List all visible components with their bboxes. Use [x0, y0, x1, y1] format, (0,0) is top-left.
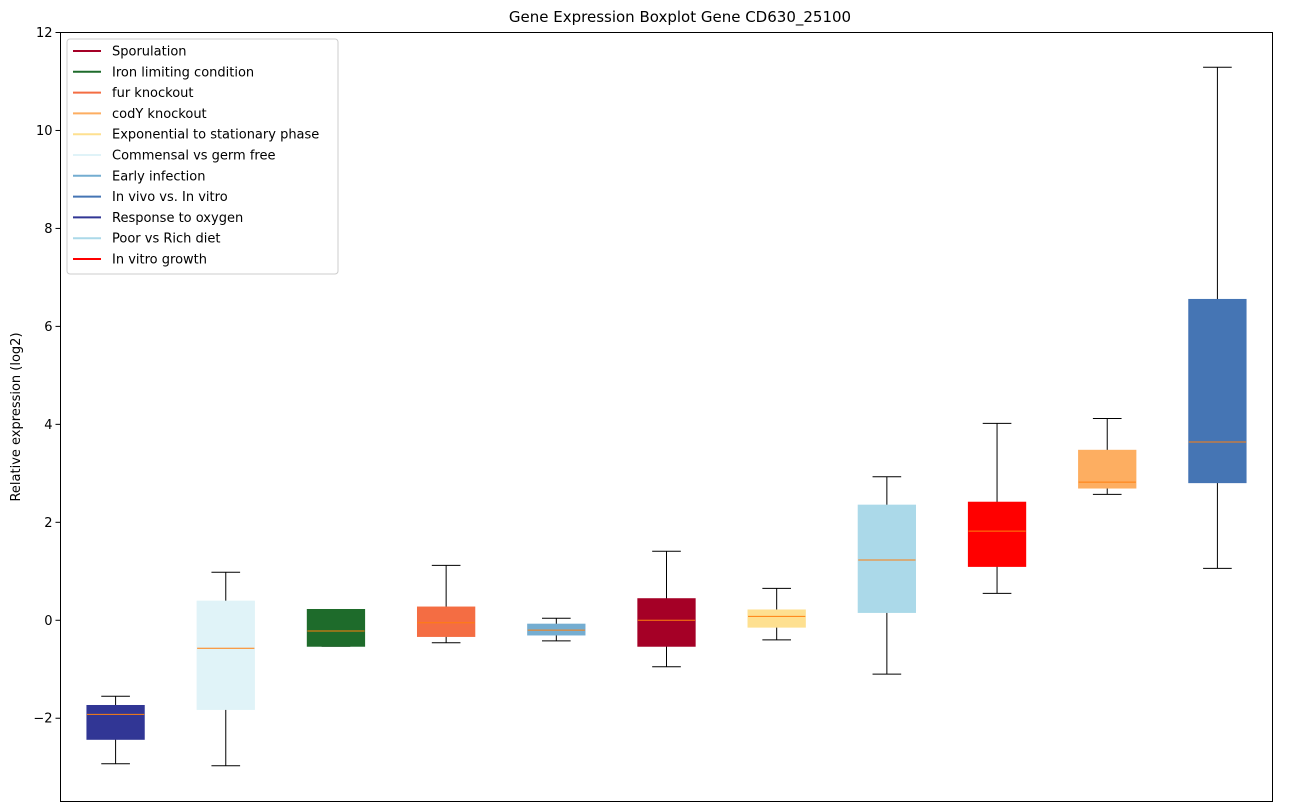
box-7: [747, 587, 806, 641]
box-3: [306, 608, 366, 647]
legend-label: In vivo vs. In vitro: [112, 190, 228, 205]
axis-layer: −2 0 2 4 6 8 10 12: [33, 26, 61, 727]
y-tick-label: 12: [36, 26, 53, 41]
legend-entry: fur knockout: [73, 86, 194, 101]
y-tick-label: 10: [36, 124, 53, 139]
legend-label: Exponential to stationary phase: [112, 128, 319, 143]
box-5: [527, 617, 586, 642]
legend-entry: Iron limiting condition: [73, 65, 254, 80]
legend-entry: codY knockout: [73, 107, 207, 122]
legend-entry: Commensal vs germ free: [73, 149, 275, 164]
chart-title: Gene Expression Boxplot Gene CD630_25100: [509, 8, 851, 27]
box-2: [196, 571, 255, 767]
box-body: [967, 501, 1027, 567]
legend-label: Poor vs Rich diet: [112, 232, 220, 247]
box-body: [637, 598, 696, 647]
legend-entry: Response to oxygen: [73, 211, 243, 226]
legend-entry: Exponential to stationary phase: [73, 128, 319, 143]
box-4: [416, 564, 476, 644]
plot-frame: [60, 32, 1273, 802]
y-axis-label: Relative expression (log2): [9, 332, 24, 501]
box-body: [196, 600, 255, 710]
legend-entry: Sporulation: [73, 45, 187, 60]
legend-entry: In vivo vs. In vitro: [73, 190, 228, 205]
box-10: [1078, 417, 1137, 495]
legend-label: Iron limiting condition: [112, 65, 254, 80]
legend-entry: Poor vs Rich diet: [73, 232, 220, 247]
box-8: [857, 476, 917, 675]
legend-label: Early infection: [112, 169, 205, 184]
legend-label: In vitro growth: [112, 253, 207, 268]
legend-label: fur knockout: [112, 86, 194, 101]
box-11: [1188, 66, 1247, 569]
box-body: [416, 606, 476, 637]
y-tick-label: −2: [33, 712, 52, 727]
box-9: [967, 422, 1027, 594]
legend-entry: In vitro growth: [73, 253, 207, 268]
legend-entry: Early infection: [73, 169, 205, 184]
box-body: [857, 504, 917, 613]
y-tick-label: 4: [44, 418, 52, 433]
y-tick-label: 6: [44, 320, 52, 335]
y-tick-label: 0: [44, 614, 52, 629]
box-body: [1188, 298, 1247, 484]
legend-label: Commensal vs germ free: [112, 149, 275, 164]
boxes-layer: [86, 66, 1247, 767]
legend: Sporulation Iron limiting condition fur kn…: [66, 38, 339, 275]
box-body: [306, 608, 366, 647]
legend-frame: [66, 38, 339, 275]
legend-label: Sporulation: [112, 45, 187, 60]
box-6: [637, 550, 696, 668]
box-body: [86, 704, 145, 740]
legend-label: codY knockout: [112, 107, 207, 122]
y-tick-label: 8: [44, 222, 52, 237]
box-body: [747, 609, 806, 628]
y-tick-label: 2: [44, 516, 52, 531]
box-1: [86, 695, 145, 765]
legend-label: Response to oxygen: [112, 211, 243, 226]
